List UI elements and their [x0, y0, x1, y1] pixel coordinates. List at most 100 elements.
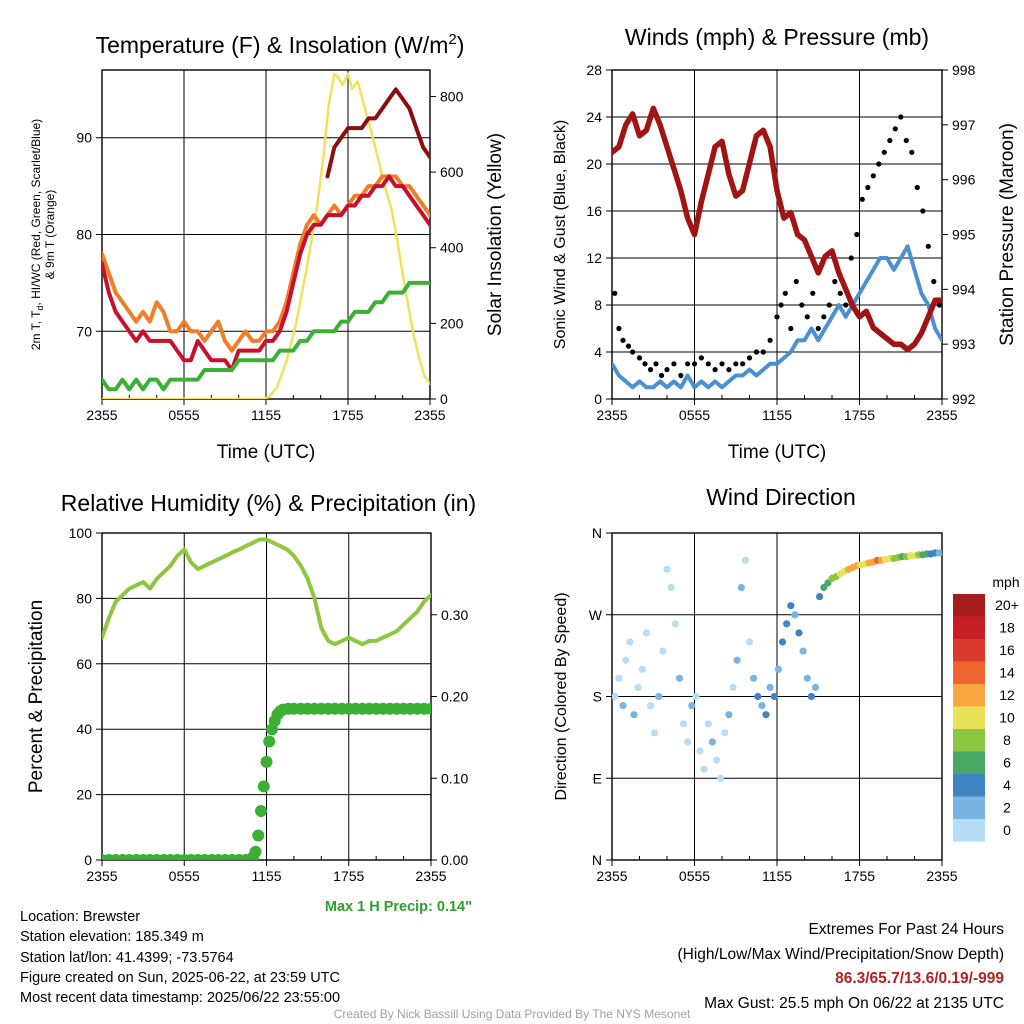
legend-swatch — [953, 594, 985, 617]
direction-point — [626, 638, 634, 646]
direction-point — [671, 620, 679, 628]
panel2-xlabel: Time (UTC) — [728, 442, 827, 463]
y-tick-label: 0 — [594, 391, 602, 407]
title-close: ) — [457, 32, 465, 58]
y-tick-label: E — [593, 770, 602, 786]
credit-line: Created By Nick Bassill Using Data Provi… — [333, 1007, 691, 1021]
y2-tick-label: 0.20 — [441, 689, 468, 705]
direction-point — [615, 674, 623, 682]
panel3-ylabel: Percent & Precipitation — [26, 600, 47, 793]
y-tick-label: 20 — [586, 156, 602, 172]
max-gust: Max Gust: 25.5 mph On 06/22 at 2135 UTC — [704, 994, 1004, 1012]
series-gust-point — [865, 184, 871, 191]
series-gust-point — [712, 367, 718, 373]
series-gust-point — [920, 208, 926, 214]
panel1-ylabel-line2: & 9m T (Orange) — [43, 190, 57, 280]
series-gust-point — [799, 302, 805, 308]
legend-label: 18 — [999, 620, 1015, 636]
y2-tick-label: 400 — [440, 240, 464, 256]
series-gust-point — [810, 290, 816, 296]
y-tick-label: 80 — [76, 227, 92, 243]
direction-point — [717, 774, 725, 782]
panel1-ylabel: 2m T, Td, HI/WC (Red, Green, Scarlet/Blu… — [29, 119, 45, 350]
direction-point — [762, 711, 770, 719]
panel4-title: Wind Direction — [706, 484, 856, 510]
panel-2: 2355 0555 1155 1755 235504812162024289929939… — [552, 24, 1018, 463]
legend-label: 16 — [999, 642, 1015, 658]
direction-point — [712, 756, 721, 764]
station-location: Location: Brewster — [20, 909, 141, 925]
series-solar — [102, 72, 430, 399]
series-gust-point — [881, 149, 887, 155]
direction-point — [692, 692, 700, 701]
legend-swatch — [953, 796, 985, 819]
series-gust-point — [658, 372, 665, 379]
station-latlon: Station lat/lon: 41.4399; -73.5764 — [20, 949, 234, 966]
series-gust-point — [914, 184, 920, 191]
direction-point — [619, 702, 627, 710]
series-precip-point — [252, 829, 265, 842]
panel4-ylabel: Direction (Colored By Speed) — [553, 592, 570, 800]
series-gust-point — [821, 314, 827, 320]
extremes-block: Extremes For Past 24 Hours (High/Low/Max… — [678, 918, 1005, 1016]
legend-swatch — [953, 729, 985, 752]
y-tick-label: 4 — [594, 344, 602, 360]
series-gust-point — [642, 361, 648, 367]
y2-tick-label: 994 — [952, 281, 976, 297]
series-gust-point — [705, 361, 711, 367]
x-tick-label: 2355 — [414, 407, 445, 423]
direction-point — [807, 692, 816, 701]
direction-point — [758, 702, 766, 710]
direction-points — [612, 549, 942, 782]
y-tick-label: 100 — [69, 525, 93, 541]
series-gust-point — [753, 349, 760, 355]
x-tick-label: 1155 — [251, 868, 281, 884]
direction-point — [655, 692, 663, 701]
legend-swatch — [953, 819, 985, 842]
series-gust-point — [925, 243, 931, 249]
series-temp — [102, 174, 430, 372]
direction-point — [721, 729, 729, 737]
direction-point — [750, 674, 758, 682]
extremes-title: Extremes For Past 24 Hours — [808, 921, 1004, 938]
series-gust-point — [620, 337, 626, 343]
x-tick-label: 0555 — [679, 407, 710, 423]
legend-label: 6 — [1003, 755, 1011, 771]
legend-title: mph — [992, 574, 1019, 590]
wind-series — [612, 105, 942, 390]
series-gust-point — [887, 137, 893, 144]
y2-tick-label: 998 — [952, 62, 976, 78]
ylabel-sub: d — [35, 306, 45, 311]
series-gust-point — [733, 361, 739, 367]
series-dewpoint — [102, 280, 430, 392]
direction-point — [803, 674, 811, 682]
figure-created: Figure created on Sun, 2025-06-22, at 23… — [20, 969, 340, 986]
y-tick-label: 80 — [76, 590, 92, 606]
series-gust-point — [892, 126, 898, 132]
series-gust-point — [625, 343, 632, 349]
series-gust-point — [719, 361, 725, 367]
x-tick-label: 2355 — [415, 868, 446, 884]
direction-point — [725, 711, 733, 719]
x-tick-label: 0555 — [679, 868, 710, 884]
series-gust-point — [859, 196, 865, 202]
legend-swatch — [953, 774, 985, 797]
series-gust-point — [760, 349, 766, 355]
series-gust-point — [691, 361, 698, 367]
y-tick-label: N — [592, 525, 602, 541]
series-gust-point — [843, 302, 849, 308]
y-tick-label: 20 — [76, 787, 92, 803]
panel1-title: Temperature (F) & Insolation (W/m2) — [96, 31, 465, 58]
series-gust-point — [653, 361, 659, 367]
y2-tick-label: 996 — [952, 172, 976, 188]
direction-point — [696, 747, 704, 755]
direction-point — [708, 738, 717, 746]
direction-point — [622, 656, 630, 664]
legend-label: 14 — [999, 665, 1015, 681]
temperature-series — [102, 72, 430, 399]
series-gust-point — [854, 231, 860, 238]
panel3-title: Relative Humidity (%) & Precipitation (i… — [61, 490, 476, 516]
x-tick-label: 1755 — [333, 868, 364, 884]
legend-label: 4 — [1003, 777, 1011, 793]
